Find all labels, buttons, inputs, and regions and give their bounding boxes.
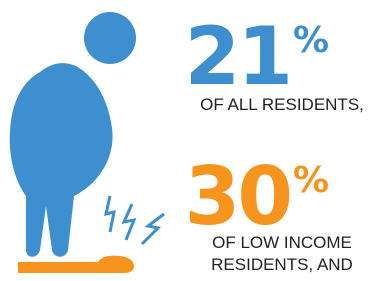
head: [84, 12, 136, 64]
stat-unit: %: [293, 160, 329, 201]
stat-value: 30: [185, 150, 290, 243]
stat-label: OF LOW INCOME: [212, 233, 352, 252]
person-icon: [10, 12, 136, 257]
infographic: 21% OF ALL RESIDENTS, 30% OF LOW INCOME RESI…: [0, 0, 371, 281]
stat-label: RESIDENTS, AND: [211, 255, 353, 274]
stats: 21% OF ALL RESIDENTS, 30% OF LOW INCOME RESI…: [185, 10, 364, 274]
bolt: [106, 196, 114, 232]
stat-label: OF ALL RESIDENTS,: [200, 95, 364, 114]
lightning-bolts: [106, 196, 164, 244]
bolt: [142, 214, 164, 244]
stat-value: 21: [185, 10, 290, 103]
bolt: [124, 204, 134, 240]
stat-unit: %: [293, 20, 329, 61]
body: [10, 63, 113, 257]
scale: [18, 256, 134, 273]
